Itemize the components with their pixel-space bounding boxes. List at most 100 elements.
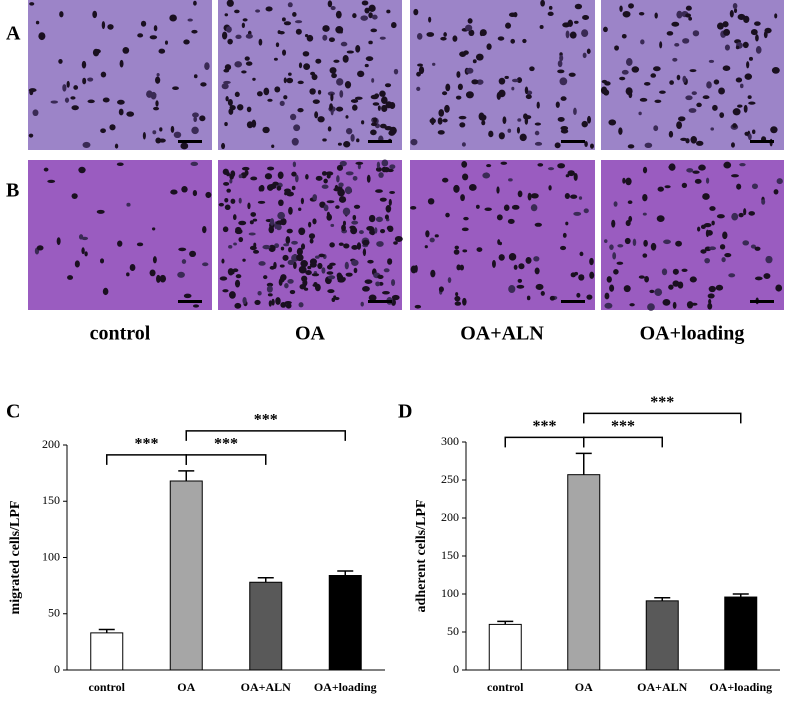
cell (456, 264, 461, 271)
cell (368, 294, 377, 302)
cell (234, 302, 242, 309)
panel-label: D (398, 401, 412, 423)
cell (350, 226, 358, 235)
cell (732, 3, 738, 9)
cell (137, 33, 144, 38)
cell (692, 30, 700, 37)
cell (731, 212, 739, 221)
scale-bar (368, 140, 392, 143)
cell (257, 291, 262, 296)
bar (645, 600, 679, 671)
cell (686, 301, 694, 309)
cell (456, 71, 461, 78)
cell (750, 244, 756, 249)
cell (708, 246, 717, 251)
cell (628, 3, 634, 9)
cell (286, 191, 294, 197)
cell (102, 287, 109, 296)
cell (159, 274, 167, 283)
cell (306, 34, 314, 42)
cell (32, 109, 39, 117)
cell (765, 255, 773, 264)
cell (617, 244, 624, 248)
cell (517, 190, 523, 198)
x-tick-label: OA+ALN (241, 680, 292, 694)
cell (246, 106, 252, 113)
cell (604, 239, 608, 243)
cell (743, 208, 747, 216)
scale-bar (561, 300, 585, 303)
cell (754, 276, 763, 281)
cell (437, 130, 445, 135)
cell (511, 204, 520, 210)
cell (258, 185, 262, 192)
cell (50, 100, 59, 104)
cell (355, 161, 364, 165)
cell (226, 0, 234, 7)
cell (228, 108, 234, 115)
cell (508, 285, 516, 294)
cell (227, 38, 233, 45)
cell (279, 100, 285, 107)
cell (370, 94, 379, 100)
cell (245, 33, 253, 39)
cell (466, 67, 474, 74)
cell (314, 111, 319, 119)
cell (613, 269, 619, 275)
cell (169, 14, 177, 22)
x-tick-label: OA+ALN (637, 680, 688, 694)
cell (119, 59, 124, 68)
cell (281, 17, 286, 22)
cell (548, 185, 552, 191)
cell (384, 214, 389, 220)
cell (747, 95, 752, 100)
cell (155, 76, 161, 84)
cell (327, 275, 336, 280)
cell (193, 0, 197, 6)
cell (702, 193, 710, 200)
cell (492, 260, 496, 268)
cell (277, 211, 286, 220)
cell (530, 193, 539, 199)
cell (96, 209, 105, 214)
cell (534, 222, 542, 227)
cell (391, 22, 397, 29)
cell (711, 220, 715, 226)
cell (718, 87, 725, 95)
cell (440, 36, 447, 41)
cell (481, 120, 486, 126)
cell (317, 89, 322, 95)
cell (293, 124, 301, 132)
cell (342, 54, 349, 63)
cell (502, 116, 507, 124)
cell (442, 91, 448, 96)
cell (629, 303, 635, 307)
cell (230, 198, 236, 204)
cell (496, 186, 500, 194)
cell (465, 91, 474, 99)
cell (462, 297, 467, 306)
cell (233, 242, 237, 246)
cell (564, 192, 570, 200)
cell (479, 29, 487, 36)
cell (519, 133, 527, 142)
cell (430, 269, 436, 278)
cell (475, 53, 484, 61)
x-tick-label: OA (575, 680, 593, 694)
cell (644, 275, 650, 283)
cell (381, 166, 387, 173)
cell (744, 73, 753, 80)
bar (249, 581, 283, 671)
cell (158, 48, 166, 54)
cell (300, 243, 306, 250)
cell (498, 89, 506, 98)
cell (457, 83, 463, 91)
cell (463, 50, 469, 55)
cell (713, 79, 720, 85)
cell (705, 177, 710, 184)
cell (318, 253, 325, 258)
cell (748, 101, 756, 105)
cell (447, 277, 452, 283)
cell (739, 83, 744, 89)
cell (775, 284, 783, 292)
